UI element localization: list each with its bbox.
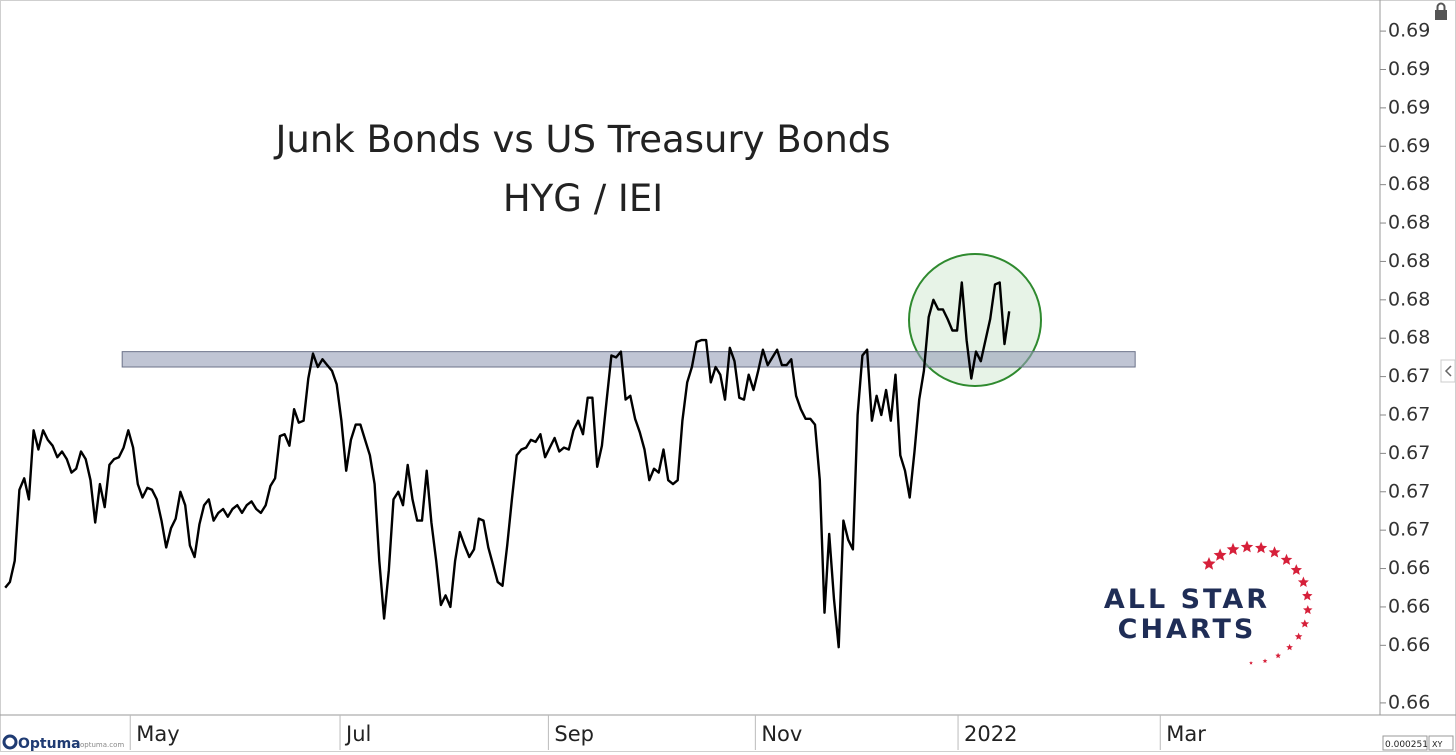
- y-tick-label: 0.66: [1388, 557, 1430, 579]
- footer: Optuma optuma.com 0.0002519 XY: [2, 734, 1454, 752]
- collapse-button[interactable]: [1440, 359, 1456, 383]
- star: [1240, 540, 1254, 553]
- resistance-band: [121, 351, 1136, 368]
- y-tick-label: 0.67: [1388, 519, 1430, 541]
- star: [1275, 652, 1281, 659]
- x-tick-label: Jul: [344, 722, 371, 746]
- star: [1300, 619, 1310, 628]
- brand-icon: [2, 734, 18, 750]
- chart-title: Junk Bonds vs US Treasury Bonds: [273, 118, 890, 161]
- x-tick-label: Nov: [761, 722, 802, 746]
- y-tick-label: 0.66: [1388, 634, 1430, 656]
- y-tick-label: 0.67: [1388, 442, 1430, 464]
- star: [1226, 542, 1240, 555]
- y-tick-label: 0.68: [1388, 173, 1430, 195]
- star: [1268, 546, 1281, 558]
- readout: 0.0002519: [1385, 740, 1434, 750]
- readout-box: [1382, 735, 1428, 751]
- mode[interactable]: XY: [1432, 740, 1442, 749]
- star: [1290, 564, 1302, 575]
- logo-stars: [1202, 540, 1313, 665]
- star: [1249, 661, 1253, 665]
- y-tick-label: 0.66: [1388, 595, 1430, 617]
- lock-icon: [1435, 2, 1447, 20]
- star: [1294, 632, 1303, 640]
- x-tick-label: 2022: [964, 722, 1017, 746]
- star: [1286, 643, 1293, 651]
- y-tick-label: 0.67: [1388, 480, 1430, 502]
- brand-site: optuma.com: [80, 741, 124, 749]
- star: [1280, 553, 1293, 565]
- x-tick-label: May: [136, 722, 179, 746]
- y-tick-label: 0.67: [1388, 403, 1430, 425]
- logo-line: CHARTS: [1118, 614, 1257, 645]
- chart-subtitle: HYG / IEI: [503, 177, 663, 220]
- logo-line: ALL STAR: [1104, 584, 1270, 615]
- y-tick-label: 0.67: [1388, 365, 1430, 387]
- x-tick-label: Sep: [554, 722, 594, 746]
- y-tick-label: 0.68: [1388, 250, 1430, 272]
- price-line: [4, 281, 1011, 649]
- mode-box[interactable]: [1428, 735, 1454, 751]
- y-tick-label: 0.66: [1388, 691, 1430, 713]
- star: [1303, 605, 1313, 615]
- star: [1297, 576, 1309, 587]
- brand: Optuma: [18, 736, 81, 752]
- y-tick-label: 0.69: [1388, 96, 1430, 118]
- star: [1262, 658, 1268, 663]
- star: [1213, 548, 1227, 561]
- y-tick-label: 0.69: [1388, 58, 1430, 80]
- y-tick-label: 0.69: [1388, 20, 1430, 42]
- star: [1302, 590, 1313, 601]
- star: [1202, 557, 1216, 570]
- y-tick-label: 0.69: [1388, 135, 1430, 157]
- y-tick-label: 0.68: [1388, 327, 1430, 349]
- y-tick-label: 0.68: [1388, 288, 1430, 310]
- x-tick-label: Mar: [1166, 722, 1206, 746]
- star: [1255, 541, 1268, 554]
- y-tick-label: 0.68: [1388, 212, 1430, 234]
- logo: ALL STAR CHARTS: [1104, 540, 1313, 665]
